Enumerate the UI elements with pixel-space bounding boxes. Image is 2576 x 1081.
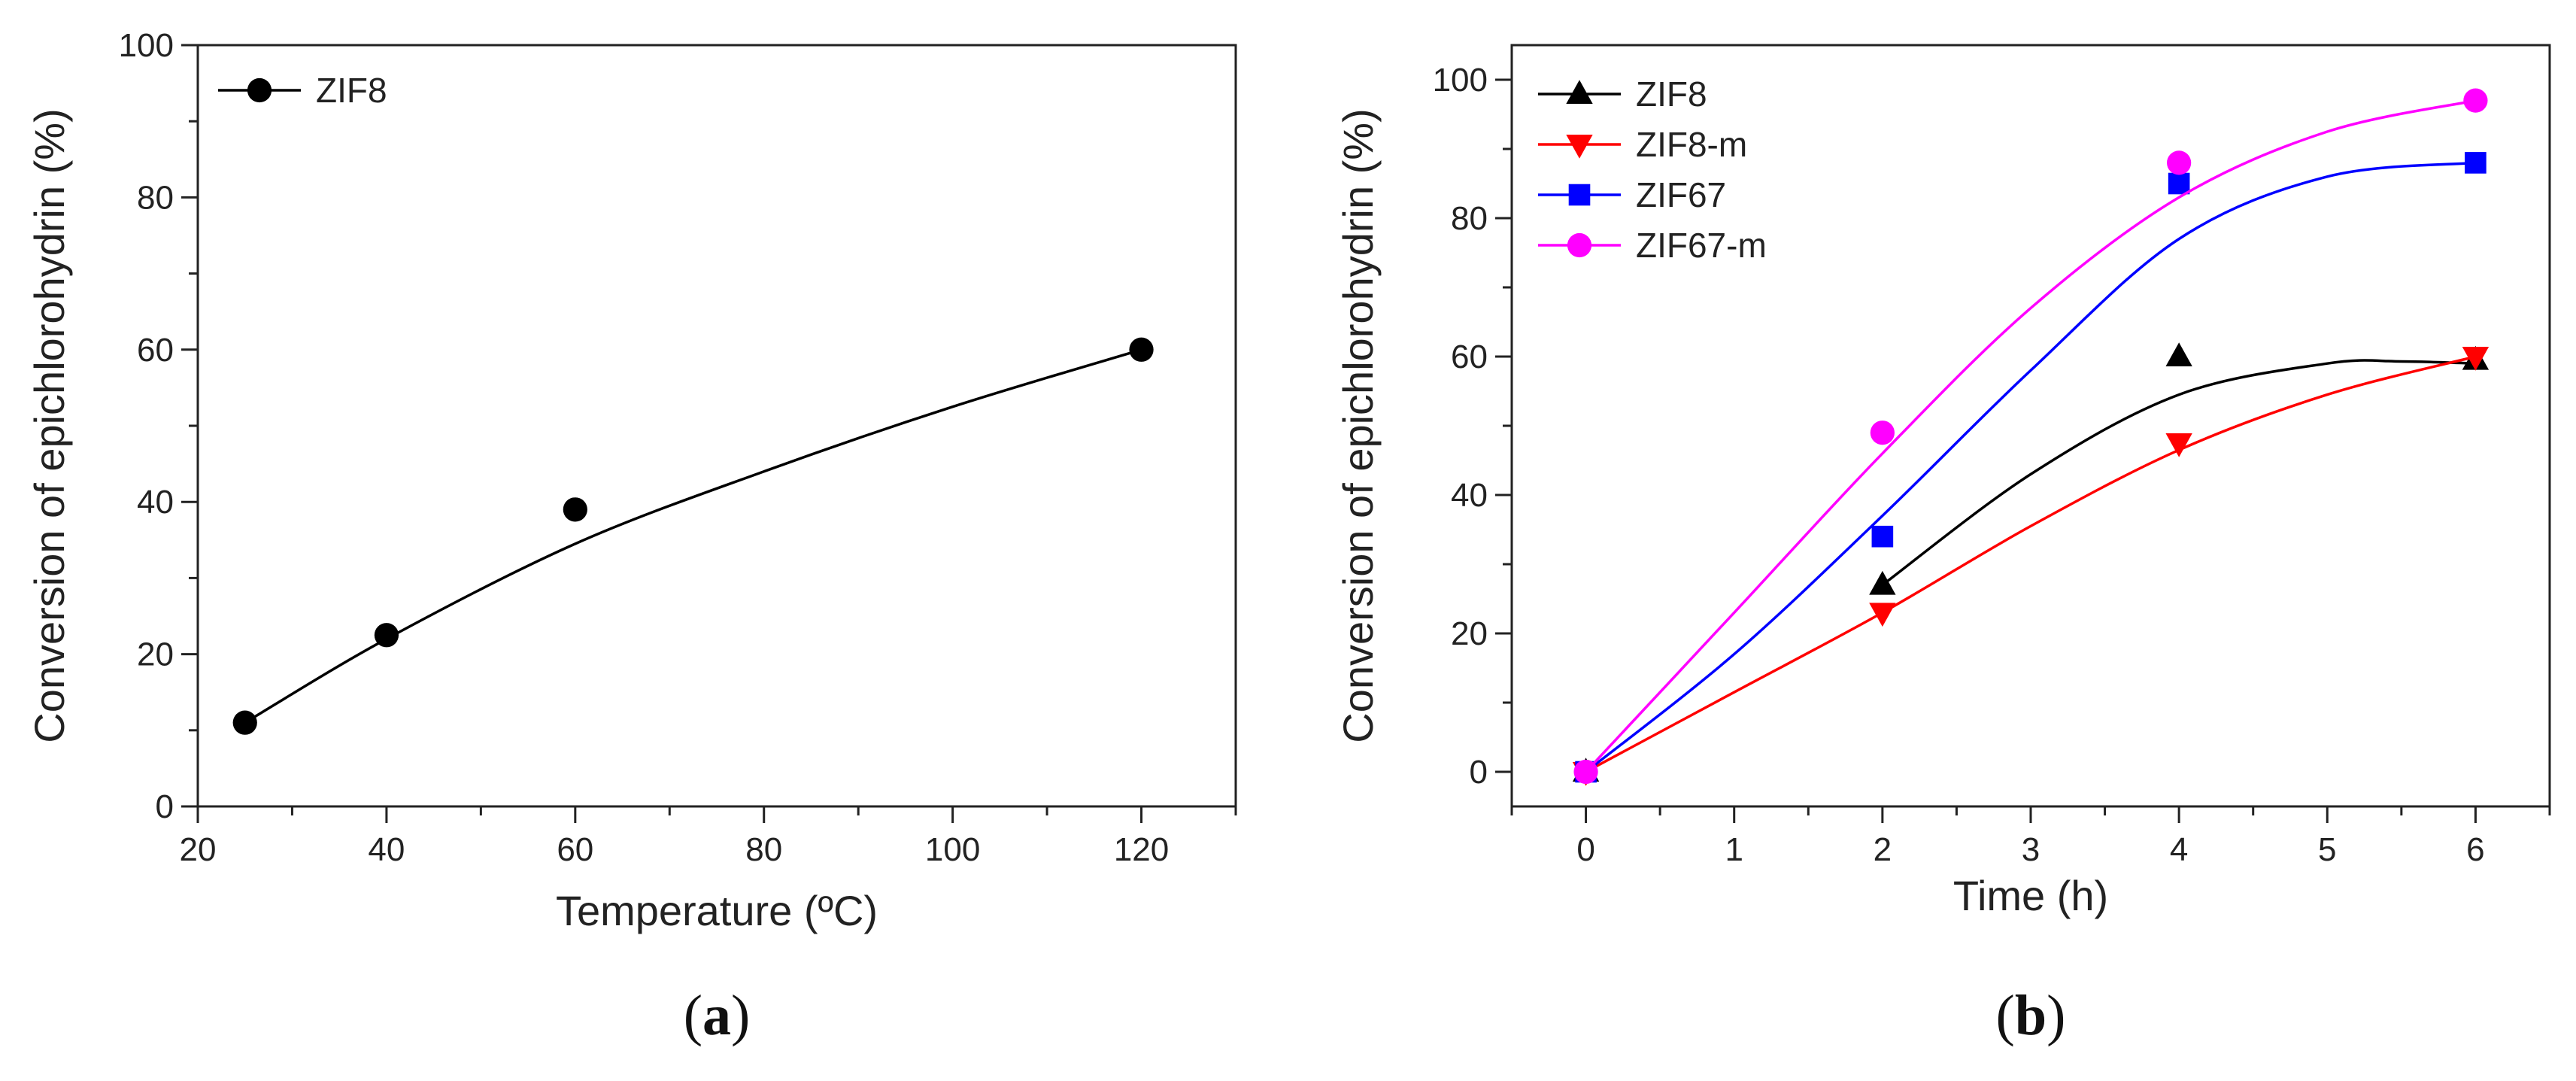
x-tick-label: 5	[2318, 831, 2336, 868]
x-axis-title: Temperature (ºC)	[556, 887, 878, 934]
y-tick-label: 80	[1451, 200, 1488, 237]
series-zif8	[232, 337, 1154, 735]
y-tick-label: 20	[137, 636, 174, 673]
panel-label-letter: b	[2015, 984, 2047, 1047]
legend-item: ZIF8	[218, 71, 387, 110]
y-tick-label: 40	[1451, 477, 1488, 514]
x-tick-label: 6	[2466, 831, 2484, 868]
legend-marker	[247, 77, 272, 103]
series-zif67-m	[1573, 88, 2488, 785]
y-axis-title: Conversion of epichlorohydrin (%)	[26, 108, 73, 743]
y-tick-label: 60	[1451, 339, 1488, 375]
y-tick-label: 20	[1451, 615, 1488, 652]
data-point	[1129, 337, 1154, 362]
x-tick-label: 3	[2022, 831, 2040, 868]
fit-curve	[1881, 359, 2476, 587]
panel-label-open: (	[684, 984, 702, 1047]
x-tick-label: 2	[1874, 831, 1892, 868]
data-point	[232, 710, 257, 735]
y-tick-label: 60	[137, 332, 174, 369]
panel-label-open: (	[1996, 984, 2015, 1047]
data-point	[1871, 525, 1894, 548]
panel-label-close: )	[731, 984, 750, 1047]
panel-label-letter: a	[702, 984, 731, 1047]
fit-curve	[1585, 355, 2476, 773]
legend-item: ZIF8	[1538, 74, 1707, 114]
x-tick-label: 40	[368, 831, 405, 868]
x-tick-label: 1	[1725, 831, 1743, 868]
legend-marker	[1568, 184, 1591, 206]
x-axis-title: Time (h)	[1953, 872, 2108, 919]
legend-label: ZIF67-m	[1636, 226, 1767, 265]
data-point	[2462, 347, 2490, 371]
legend-label: ZIF8-m	[1636, 125, 1747, 164]
data-point	[2167, 150, 2192, 175]
y-axis-title: Conversion of epichlorohydrin (%)	[1334, 108, 1382, 743]
x-tick-label: 120	[1114, 831, 1169, 868]
data-point	[1869, 603, 1896, 627]
panel-label-close: )	[2047, 984, 2065, 1047]
fit-curve	[1585, 161, 2476, 773]
legend-label: ZIF67	[1636, 175, 1726, 214]
x-tick-label: 80	[745, 831, 782, 868]
data-point	[1870, 421, 1895, 445]
data-point	[374, 623, 399, 648]
legend-item: ZIF67-m	[1538, 226, 1767, 265]
data-point	[2465, 152, 2486, 174]
y-tick-label: 100	[119, 27, 174, 64]
data-point	[2165, 342, 2192, 366]
data-point	[1869, 570, 1896, 595]
x-tick-label: 4	[2170, 831, 2188, 868]
x-tick-label: 20	[180, 831, 217, 868]
fit-curve	[1585, 99, 2476, 773]
data-point	[563, 497, 587, 522]
x-tick-label: 60	[557, 831, 593, 868]
data-point	[2463, 88, 2488, 113]
legend-item: ZIF67	[1538, 175, 1726, 214]
panel-label: (a)	[684, 984, 751, 1047]
legend-marker	[1567, 232, 1592, 258]
panel-label: (b)	[1996, 984, 2066, 1047]
data-point	[2165, 433, 2192, 457]
legend-item: ZIF8-m	[1538, 125, 1747, 164]
data-point	[1573, 759, 1598, 785]
y-tick-label: 40	[137, 484, 174, 521]
legend-label: ZIF8	[1636, 74, 1707, 114]
x-tick-label: 0	[1576, 831, 1594, 868]
y-tick-label: 80	[137, 179, 174, 216]
data-point	[2168, 172, 2190, 195]
legend-label: ZIF8	[316, 71, 387, 110]
legend-marker	[1566, 80, 1593, 104]
y-tick-label: 100	[1433, 62, 1488, 99]
x-tick-label: 100	[925, 831, 980, 868]
legend-marker	[1566, 135, 1593, 159]
y-tick-label: 0	[1470, 754, 1488, 791]
y-tick-label: 0	[156, 788, 174, 825]
